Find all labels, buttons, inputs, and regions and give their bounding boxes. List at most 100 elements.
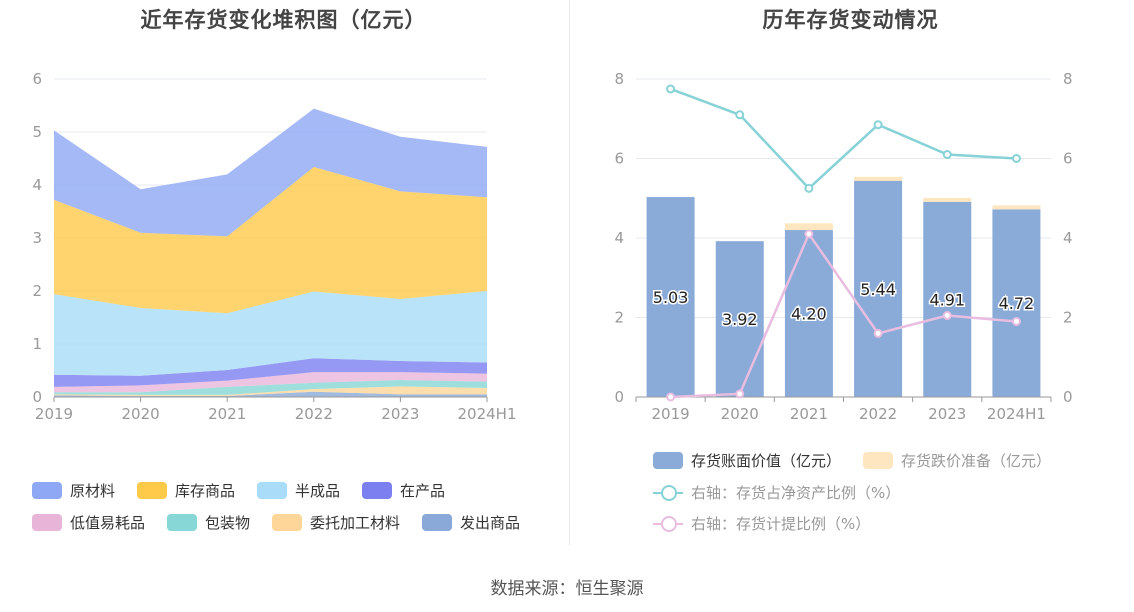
y-left-tick-label: 0 [614,388,624,406]
legend-label: 委托加工材料 [310,514,401,532]
y-right-tick-label: 6 [1063,150,1073,168]
line-provision-ratio-point [873,328,883,338]
area-在产品 [54,358,487,387]
legend-label: 原材料 [70,482,116,500]
bar-reserve [923,197,972,202]
line-provision-ratio-point [666,392,676,402]
legend-label: 低值易耗品 [70,514,146,532]
x-tick-label: 2022 [859,405,897,423]
legend-label: 右轴：存货计提比例（%） [691,515,871,533]
data-source: 数据来源：恒生聚源 [490,579,644,599]
legend-item-reserve[interactable]: 存货跌价准备（亿元） [863,450,1051,471]
legend-label: 半成品 [295,482,341,500]
line-provision-ratio-point [1011,316,1021,326]
legend-item-原材料[interactable]: 原材料 [32,480,115,501]
right-chart-panel: 历年存货变动情况 0 2 4 6 8 0 2 4 6 8 2019 2020 2021 2022 2023 2… [567,0,1134,545]
left-chart-title: 近年存货变化堆积图（亿元） [140,8,427,32]
area-委托加工材料 [54,386,487,396]
legend-item-包装物[interactable]: 包装物 [167,512,250,533]
legend-item-book-value[interactable]: 存货账面价值（亿元） [653,450,841,471]
line-net-asset-ratio-point [942,150,952,160]
legend-line-marker [653,515,683,532]
y-tick-label: 0 [32,388,42,406]
bar-book-value [646,197,695,397]
legend-item-在产品[interactable]: 在产品 [362,480,445,501]
bar-reserve [854,176,903,181]
x-tick-label: 2019 [35,405,73,423]
x-tick-label: 2019 [651,405,689,423]
line-net-asset-ratio-point [873,120,883,130]
y-right-tick-label: 0 [1063,388,1073,406]
area-原材料 [54,108,487,237]
area-包装物 [54,380,487,395]
legend-item-库存商品[interactable]: 库存商品 [137,480,235,501]
y-left-tick-label: 8 [614,70,624,88]
line-net-asset-ratio-point [735,110,745,120]
line-net-asset-ratio-point [666,84,676,94]
x-tick-label: 2021 [790,405,828,423]
legend-swatch [257,482,288,499]
legend-label: 右轴：存货占净资产比例（%） [691,484,901,502]
legend-swatch [167,514,198,531]
area-发出商品 [54,391,487,397]
bar-data-label: 4.20 [791,305,827,324]
line-provision-ratio-point [804,229,814,239]
legend-label: 存货账面价值（亿元） [691,452,842,470]
legend-swatch [137,482,168,499]
legend-label: 发出商品 [460,514,521,532]
bar-line-combo-chart: 0 2 4 6 8 0 2 4 6 8 2019 2020 2021 2022 2023 2024H1 5.03… [614,70,1073,423]
area-低值易耗品 [54,372,487,393]
legend-item-发出商品[interactable]: 发出商品 [422,512,520,533]
legend-item-半成品[interactable]: 半成品 [257,480,340,501]
area-库存商品 [54,166,487,314]
left-chart-panel: 近年存货变化堆积图（亿元） 0 1 2 3 4 5 6 2019 2020 2021 2022 202… [0,0,567,545]
bar-book-value [715,241,764,397]
legend-label: 存货跌价准备（亿元） [901,452,1052,470]
x-tick-label: 2023 [928,405,966,423]
legend-swatch [863,452,894,469]
legend-item-provision-ratio[interactable]: 右轴：存货计提比例（%） [653,513,870,534]
y-tick-label: 1 [32,335,42,353]
bar-data-label: 3.92 [722,310,758,329]
bar-data-label: 5.03 [653,288,689,307]
y-left-tick-label: 4 [614,229,624,247]
bar-book-value [992,209,1041,397]
legend-swatch [422,514,453,531]
x-tick-label: 2021 [208,405,246,423]
bar-data-label: 4.72 [999,294,1035,313]
y-tick-label: 4 [32,176,42,194]
y-tick-label: 3 [32,229,42,247]
y-right-tick-label: 8 [1063,70,1073,88]
right-legend-row-1: 存货账面价值（亿元） 存货跌价准备（亿元） [653,450,1073,471]
x-tick-label: 2023 [381,405,419,423]
legend-swatch [653,452,683,469]
y-tick-label: 6 [32,70,42,88]
legend-item-net-asset-ratio[interactable]: 右轴：存货占净资产比例（%） [653,482,900,503]
legend-swatch [32,482,62,499]
legend-item-低值易耗品[interactable]: 低值易耗品 [32,512,145,533]
y-left-tick-label: 2 [614,309,624,327]
x-tick-label: 2024H1 [458,405,517,423]
legend-label: 在产品 [400,482,446,500]
line-provision-ratio [670,231,1017,399]
area-半成品 [54,291,487,376]
bar-book-value [923,201,972,397]
y-tick-label: 2 [32,282,42,300]
right-legend-row-2: 右轴：存货占净资产比例（%） [653,482,922,503]
legend-line-marker [653,484,683,501]
x-tick-label: 2020 [122,405,160,423]
x-tick-label: 2022 [295,405,333,423]
y-right-tick-label: 2 [1063,309,1073,327]
x-tick-label: 2020 [721,405,759,423]
bar-book-value [854,180,903,397]
right-chart-title: 历年存货变动情况 [762,8,939,32]
line-net-asset-ratio-point [1011,154,1021,163]
line-provision-ratio-point [735,389,745,399]
bar-reserve [784,223,833,231]
bar-data-label: 4.91 [929,290,965,309]
line-net-asset-ratio-point [804,183,814,193]
x-tick-label: 2024H1 [987,405,1046,423]
legend-swatch [362,482,393,499]
legend-swatch [32,514,62,531]
legend-item-委托加工材料[interactable]: 委托加工材料 [272,512,400,533]
